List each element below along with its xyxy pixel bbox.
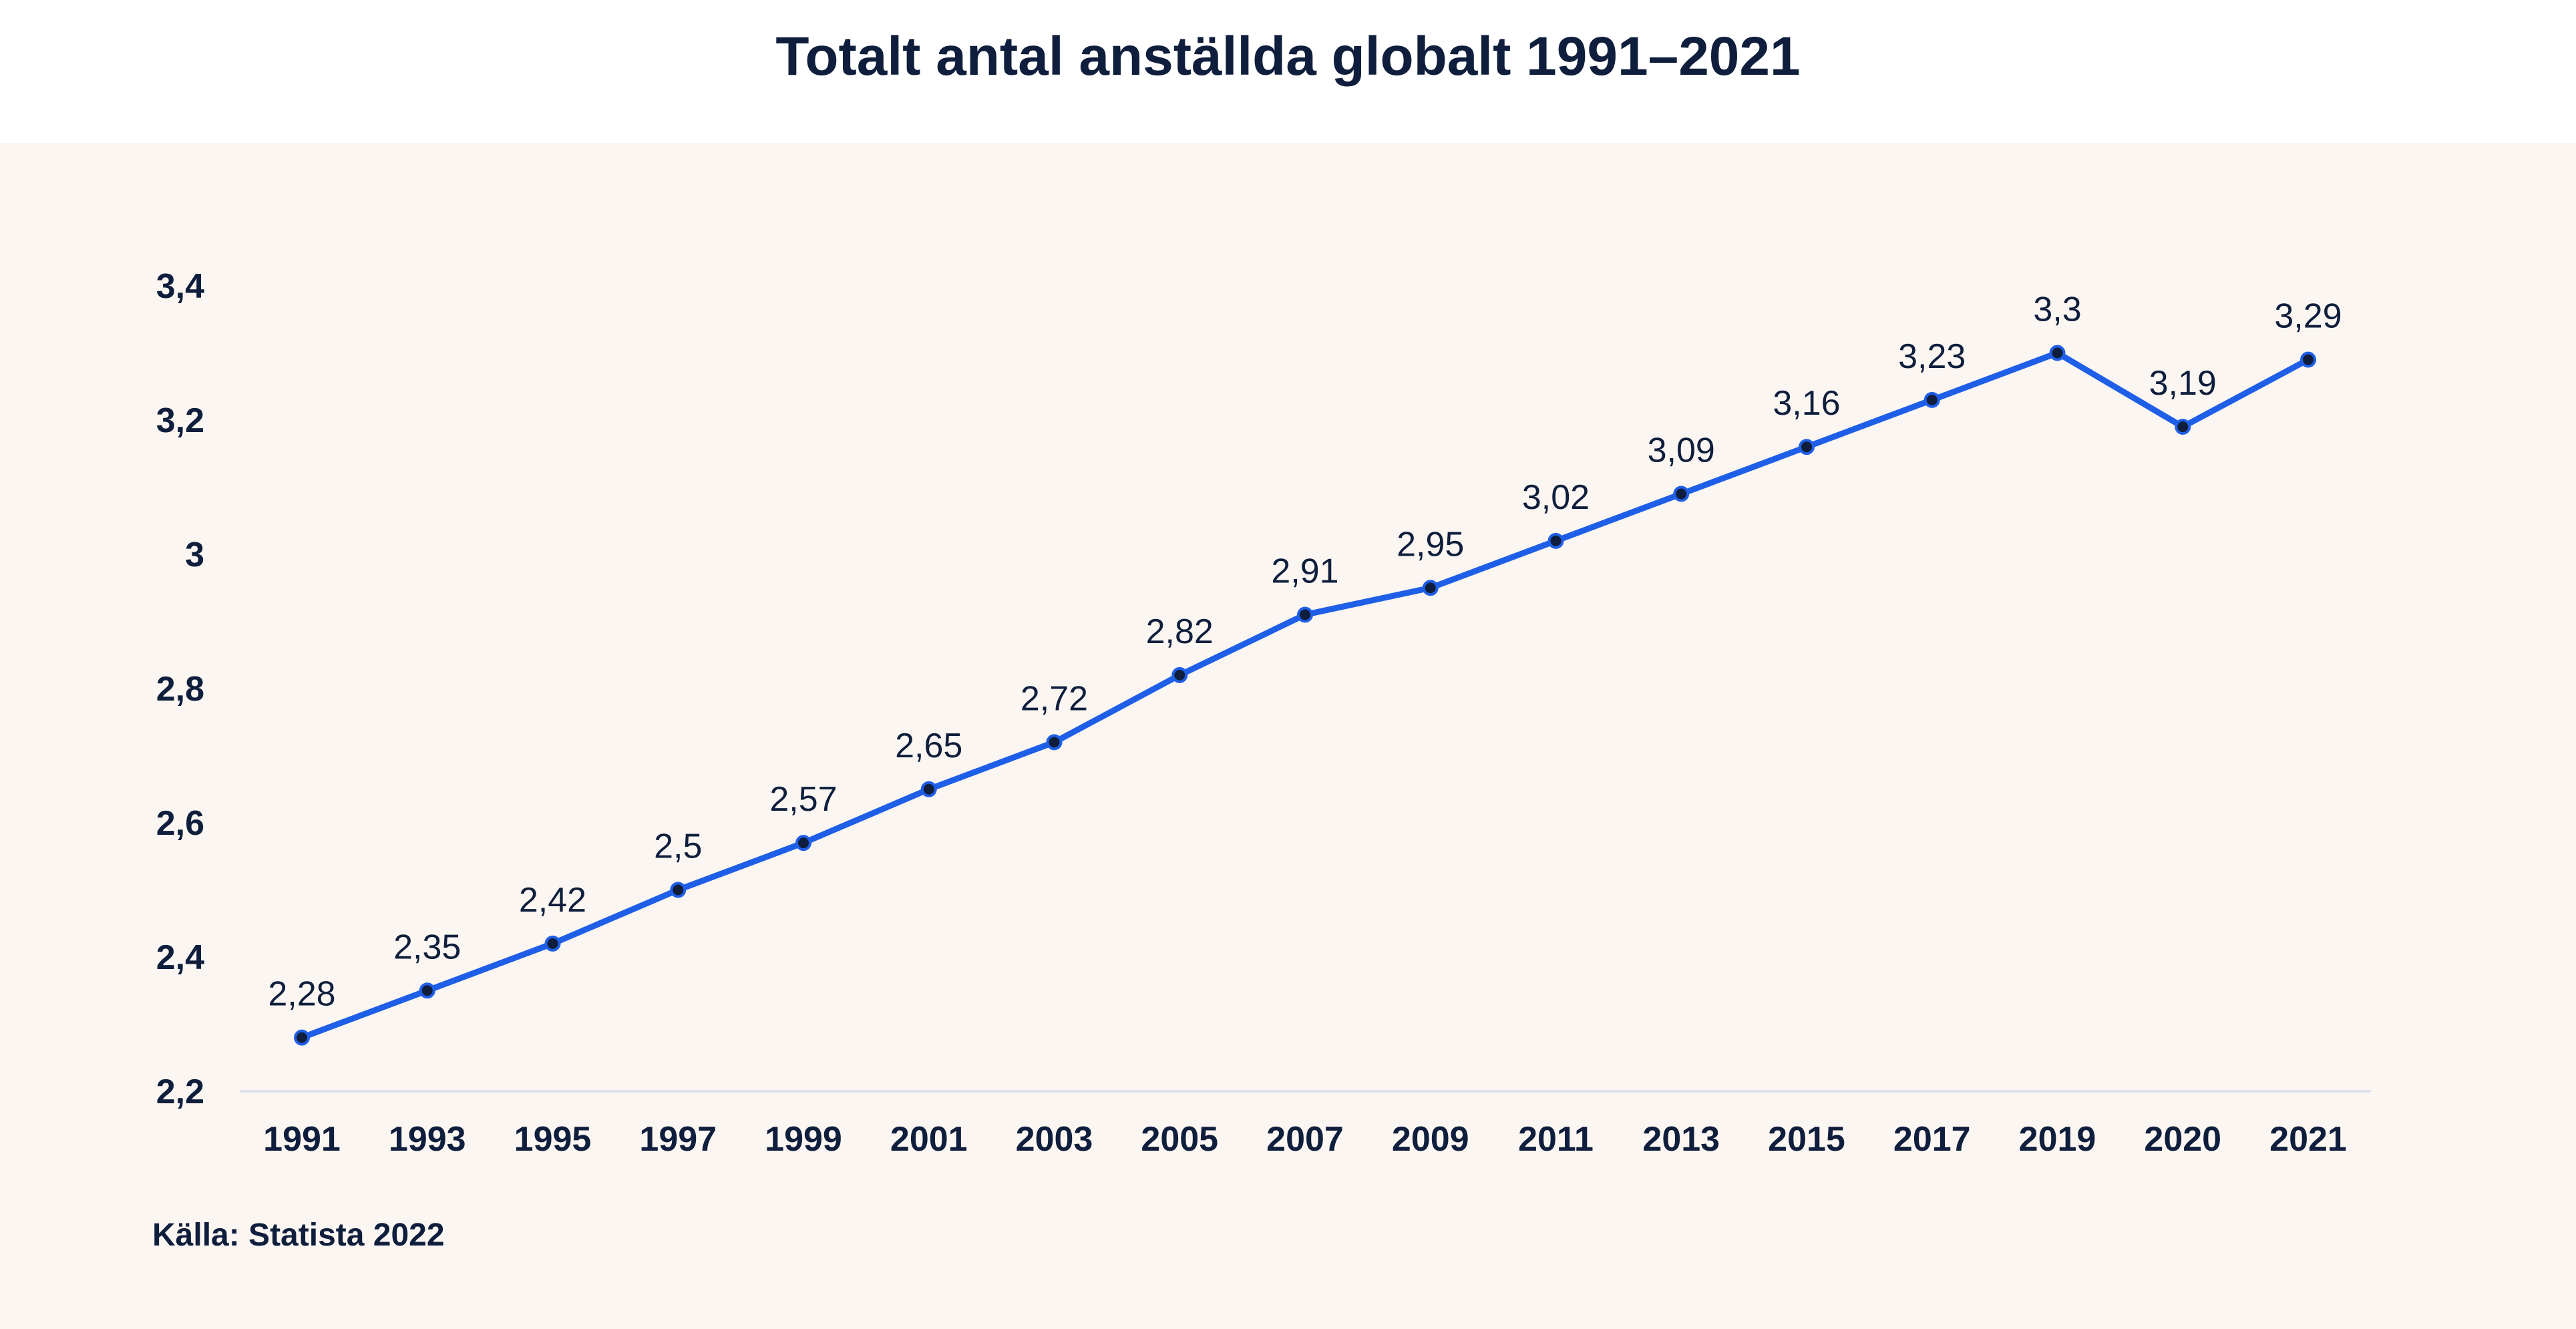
data-point [920, 781, 937, 797]
x-tick-label: 1993 [389, 1120, 466, 1159]
data-point [2175, 419, 2191, 435]
x-tick-label: 2011 [1518, 1120, 1594, 1159]
data-point [2300, 351, 2316, 368]
data-point [294, 1029, 310, 1046]
chart-panel [0, 143, 2576, 1329]
x-tick-label: 2017 [1893, 1120, 1971, 1159]
x-tick-label: 2013 [1642, 1120, 1720, 1159]
data-label: 2,72 [1021, 679, 1088, 718]
y-tick-label: 3,4 [156, 267, 204, 306]
data-point [2049, 345, 2066, 361]
x-tick-label: 2001 [890, 1120, 968, 1159]
series-line [299, 350, 2312, 1041]
data-label: 3,3 [2033, 291, 2081, 329]
data-point [1422, 580, 1439, 596]
data-label: 2,65 [895, 727, 962, 765]
data-label: 2,82 [1146, 612, 1214, 651]
data-point [1547, 532, 1564, 549]
data-label: 2,95 [1397, 525, 1464, 564]
data-point [1923, 391, 1940, 408]
data-point [670, 882, 687, 898]
x-tick-label: 2021 [2269, 1120, 2347, 1159]
data-point [795, 835, 811, 851]
data-label: 3,16 [1773, 384, 1840, 423]
y-tick-label: 2,6 [156, 804, 204, 843]
data-point [1046, 734, 1063, 751]
data-label: 2,5 [654, 827, 702, 866]
data-label: 3,02 [1522, 478, 1590, 517]
x-tick-label: 1995 [514, 1120, 592, 1159]
data-label: 2,57 [769, 780, 837, 819]
data-label: 3,29 [2274, 297, 2342, 336]
y-tick-label: 2,2 [156, 1073, 204, 1111]
data-label: 3,19 [2149, 364, 2217, 403]
x-tick-label: 2007 [1266, 1120, 1344, 1159]
x-tick-label: 2009 [1392, 1120, 1469, 1159]
data-label: 2,35 [393, 928, 461, 966]
y-tick-label: 2,4 [156, 938, 204, 977]
x-tick-label: 1991 [263, 1120, 341, 1159]
data-point [1673, 486, 1690, 502]
y-tick-label: 3,2 [156, 401, 204, 440]
line-chart: 2,2 2,4 2,6 2,8 3 3,2 3,4 1991 1993 1995 1997 1999 2… [156, 267, 2371, 1159]
data-label: 2,42 [519, 881, 586, 920]
data-label: 3,09 [1648, 431, 1715, 470]
x-tick-label: 1999 [765, 1120, 842, 1159]
data-point [1297, 606, 1313, 623]
data-point [1799, 439, 1815, 455]
x-tick-label: 2019 [2019, 1120, 2096, 1159]
x-tick-label: 2003 [1016, 1120, 1093, 1159]
data-label: 3,23 [1898, 337, 1966, 376]
x-tick-label: 2020 [2144, 1120, 2221, 1159]
y-tick-label: 2,8 [156, 670, 204, 709]
y-tick-label: 3 [185, 536, 204, 574]
data-label: 2,91 [1271, 552, 1338, 590]
data-point [544, 935, 561, 952]
data-point [419, 982, 435, 999]
x-tick-label: 2005 [1141, 1120, 1218, 1159]
chart-title: Totalt antal anställda globalt 1991–2021 [775, 26, 1801, 87]
data-label: 2,28 [268, 975, 335, 1014]
x-tick-label: 1997 [639, 1120, 717, 1159]
source-note: Källa: Statista 2022 [152, 1217, 445, 1253]
data-point [1171, 667, 1188, 683]
x-tick-label: 2015 [1768, 1120, 1845, 1159]
